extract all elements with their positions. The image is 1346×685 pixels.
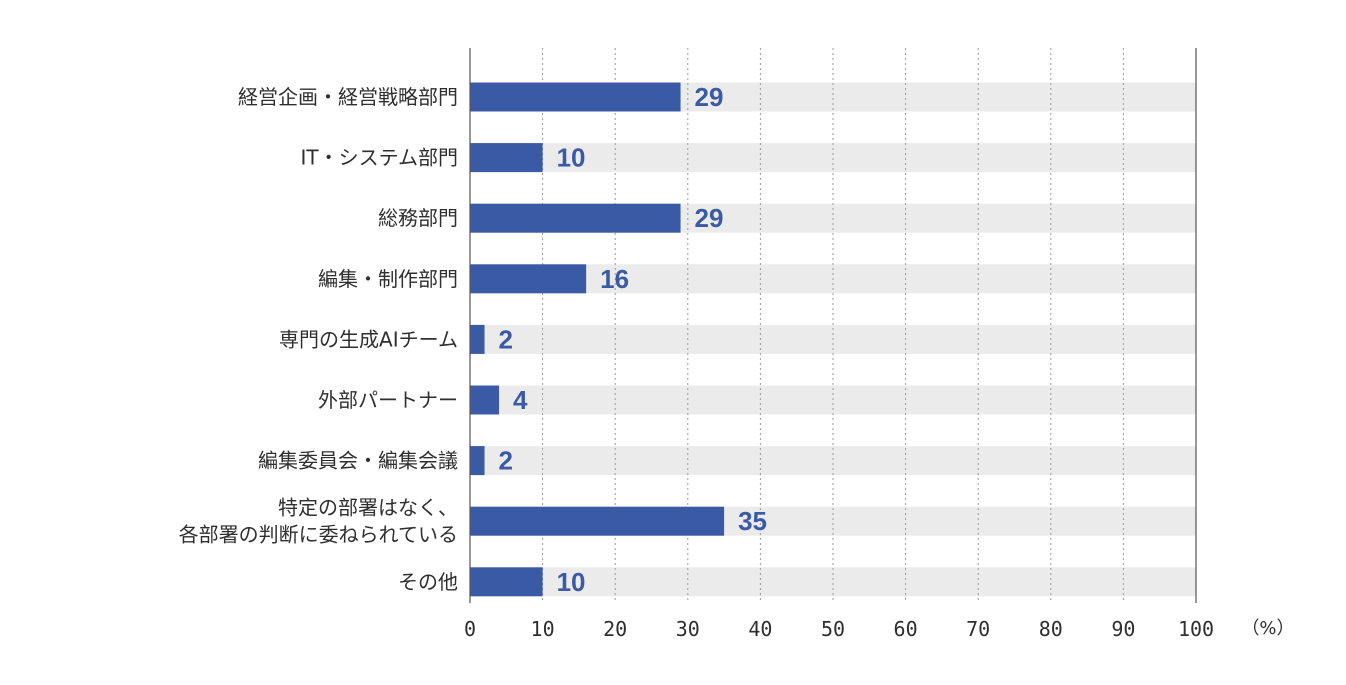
x-tick-label: 50 [821,617,845,641]
x-tick-label: 40 [748,617,772,641]
grid-lines [542,48,1197,603]
bar [470,82,681,112]
bar-value-label: 10 [557,567,586,597]
category-label: 経営企画・経営戦略部門 [238,85,458,109]
bar-track [470,567,1196,597]
x-tick-label: 60 [894,617,918,641]
bar-value-label: 29 [695,203,724,233]
bar-value-label: 2 [499,446,513,476]
bar-value-label: 29 [695,82,724,112]
category-label: 編集委員会・編集会議 [258,449,458,473]
bar [470,324,485,354]
bar-value-label: 16 [600,264,629,294]
bar [470,385,500,415]
category-label: 特定の部署はなく、各部署の判断に委ねられている [179,496,458,547]
bar [470,203,681,233]
x-tick-labels: 0 10 20 30 40 50 60 70 80 90 100 [464,617,1214,641]
x-tick-label: 90 [1111,617,1135,641]
bar-value-label: 2 [499,324,513,354]
category-label: 総務部門 [378,206,458,230]
bar [470,446,485,476]
bar [470,567,543,597]
bar-value-label: 4 [513,385,528,415]
category-label: 専門の生成AIチーム [279,327,458,351]
bar [470,506,725,536]
bar-track [470,143,1196,173]
bars [470,82,725,597]
category-label: IT・システム部門 [300,146,458,170]
x-tick-label: 10 [531,617,555,641]
bar-value-label: 10 [557,143,586,173]
bar [470,143,543,173]
x-tick-label: 100 [1178,617,1214,641]
x-tick-label: 80 [1039,617,1063,641]
bar-track [470,446,1196,476]
value-labels: 29 10 29 16 2 4 2 35 10 [499,82,768,597]
x-tick-label: 30 [676,617,700,641]
x-tick-label: 20 [603,617,627,641]
x-unit-label: （%） [1241,618,1294,639]
bar [470,264,587,294]
category-label: 編集・制作部門 [318,267,458,291]
category-label: その他 [398,570,458,594]
x-tick-label: 0 [464,617,476,641]
bar-value-label: 35 [738,506,767,536]
category-label: 外部パートナー [318,388,458,412]
category-labels: 経営企画・経営戦略部門 IT・システム部門総務部門編集・制作部門専門の生成AIチー… [179,85,458,594]
x-tick-label: 70 [966,617,990,641]
